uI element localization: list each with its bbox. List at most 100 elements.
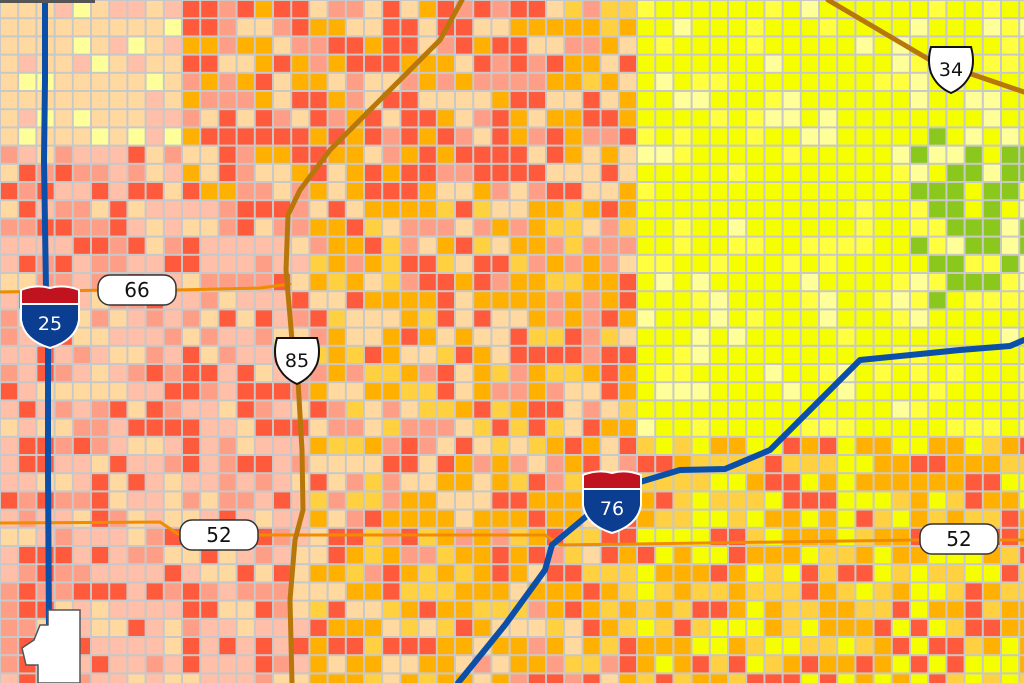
grid-cell: [92, 674, 109, 683]
grid-cell: [692, 365, 709, 382]
grid-cell: [437, 583, 454, 600]
grid-cell: [1002, 365, 1019, 382]
grid-cell: [346, 292, 363, 309]
grid-cell: [838, 310, 855, 327]
grid-cell: [583, 437, 600, 454]
grid-cell: [274, 110, 291, 127]
grid-cell: [656, 383, 673, 400]
grid-cell: [947, 92, 964, 109]
grid-cell: [92, 492, 109, 509]
grid-cell: [1, 328, 18, 345]
grid-cell: [729, 92, 746, 109]
grid-cell: [1002, 92, 1019, 109]
grid-cell: [929, 583, 946, 600]
grid-cell: [255, 292, 272, 309]
route-66-shield[interactable]: 66: [97, 274, 177, 306]
grid-cell: [838, 183, 855, 200]
grid-cell: [838, 583, 855, 600]
grid-cell: [365, 310, 382, 327]
grid-cell: [437, 565, 454, 582]
grid-cell: [747, 638, 764, 655]
grid-cell: [729, 365, 746, 382]
grid-cell: [19, 219, 36, 236]
grid-cell: [310, 128, 327, 145]
grid-cell: [656, 146, 673, 163]
grid-cell: [328, 528, 345, 545]
grid-cell: [365, 528, 382, 545]
grid-cell: [601, 19, 618, 36]
grid-cell: [328, 456, 345, 473]
grid-cell: [820, 92, 837, 109]
grid-cell: [747, 474, 764, 491]
grid-cell: [892, 146, 909, 163]
grid-cell: [874, 110, 891, 127]
grid-cell: [328, 328, 345, 345]
grid-cell: [583, 565, 600, 582]
interstate-76-shield[interactable]: 76: [582, 470, 642, 535]
grid-cell: [19, 255, 36, 272]
grid-cell: [401, 219, 418, 236]
grid-cell: [692, 437, 709, 454]
grid-cell: [565, 274, 582, 291]
grid-cell: [474, 92, 491, 109]
grid-cell: [528, 619, 545, 636]
grid-cell: [820, 274, 837, 291]
grid-cell: [92, 237, 109, 254]
grid-cell: [1020, 583, 1024, 600]
grid-cell: [528, 492, 545, 509]
grid-cell: [492, 565, 509, 582]
us-85-shield[interactable]: 85: [274, 337, 320, 386]
grid-cell: [1020, 310, 1024, 327]
grid-cell: [201, 492, 218, 509]
grid-cell: [656, 237, 673, 254]
grid-cell: [619, 419, 636, 436]
grid-cell: [492, 474, 509, 491]
grid-cell: [255, 437, 272, 454]
grid-cell: [729, 437, 746, 454]
grid-cell: [692, 547, 709, 564]
grid-cell: [401, 110, 418, 127]
route-52-west-shield[interactable]: 52: [179, 519, 259, 551]
grid-cell: [164, 183, 181, 200]
grid-cell: [820, 492, 837, 509]
grid-cell: [892, 73, 909, 90]
grid-cell: [583, 219, 600, 236]
grid-cell: [419, 346, 436, 363]
grid-cell: [437, 474, 454, 491]
interstate-25-shield[interactable]: 25: [20, 285, 80, 350]
grid-cell: [983, 365, 1000, 382]
grid-cell: [765, 601, 782, 618]
grid-cell: [947, 146, 964, 163]
grid-cell: [965, 1, 982, 18]
grid-cell: [437, 255, 454, 272]
grid-cell: [638, 292, 655, 309]
grid-cell: [383, 201, 400, 218]
grid-cell: [747, 601, 764, 618]
grid-cell: [55, 255, 72, 272]
grid-cell: [856, 547, 873, 564]
grid-cell: [92, 92, 109, 109]
grid-cell: [1020, 164, 1024, 181]
grid-cell: [820, 55, 837, 72]
us-34-shield[interactable]: 34: [928, 46, 974, 95]
grid-cell: [183, 583, 200, 600]
grid-cell: [492, 219, 509, 236]
grid-cell: [19, 510, 36, 527]
grid-cell: [383, 619, 400, 636]
grid-cell: [674, 619, 691, 636]
grid-cell: [765, 1, 782, 18]
grid-cell: [911, 110, 928, 127]
grid-cell: [92, 656, 109, 673]
grid-cell: [419, 365, 436, 382]
grid-cell: [929, 19, 946, 36]
grid-cell: [401, 674, 418, 683]
grid-cell: [947, 219, 964, 236]
grid-cell: [783, 274, 800, 291]
grid-cell: [874, 401, 891, 418]
grid-cell: [801, 110, 818, 127]
route-52-east-shield[interactable]: 52: [919, 523, 999, 555]
grid-cell: [947, 474, 964, 491]
grid-cell: [92, 638, 109, 655]
grid-cell: [747, 510, 764, 527]
